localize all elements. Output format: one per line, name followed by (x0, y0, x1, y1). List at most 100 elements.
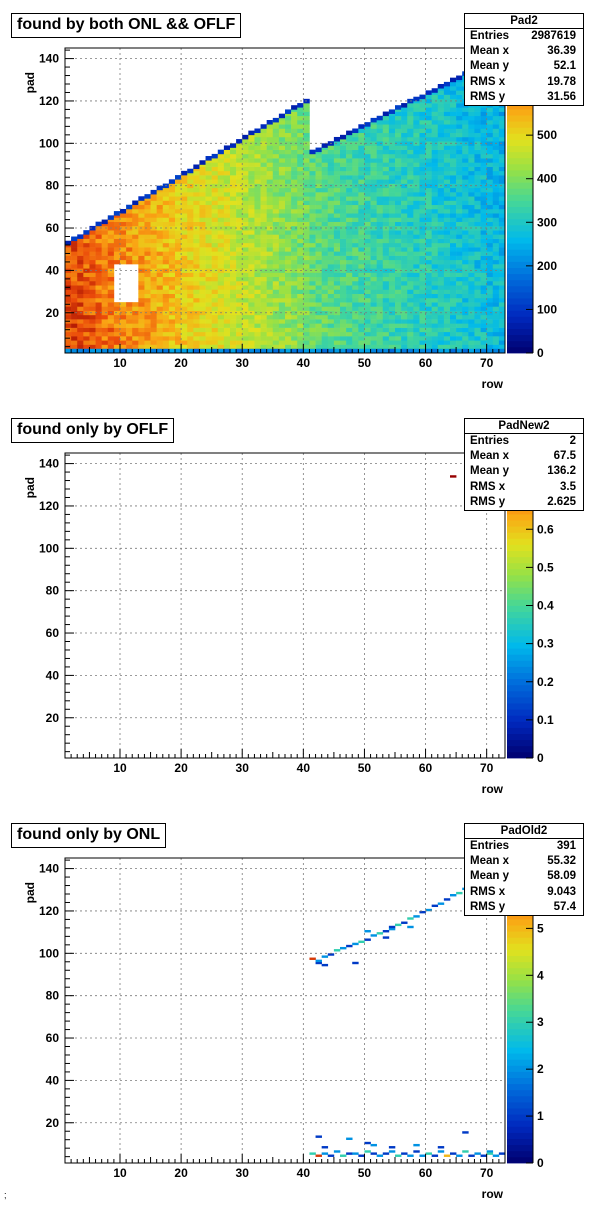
heatmap-cell (456, 94, 463, 100)
heatmap-cell (388, 297, 396, 303)
heatmap-cell (443, 162, 451, 167)
heatmap-cell (388, 327, 396, 333)
heatmap-cell (291, 124, 298, 129)
heatmap-cell (456, 179, 463, 184)
heatmap-cell (419, 141, 426, 146)
heatmap-cell (419, 107, 426, 112)
heatmap-cell (321, 306, 329, 311)
heatmap-cell (486, 306, 494, 311)
heatmap-cell (266, 132, 274, 138)
heatmap-cell (364, 251, 371, 256)
heatmap-cell (297, 221, 304, 227)
heatmap-cell (425, 145, 432, 150)
heatmap-cell (498, 340, 506, 345)
heatmap-cell (205, 340, 212, 345)
heatmap-cell (382, 120, 390, 125)
heatmap-cell (450, 149, 457, 155)
heatmap-cell (187, 327, 194, 333)
heatmap-cell (333, 268, 341, 273)
heatmap-cell (150, 344, 157, 350)
palette-segment (507, 593, 533, 600)
heatmap-cell (340, 213, 347, 218)
heatmap-cell (291, 348, 298, 354)
heatmap-cell (303, 103, 310, 108)
heatmap-cell (407, 314, 414, 320)
heatmap-cell (260, 251, 267, 256)
heatmap-cell (254, 331, 261, 337)
heatmap-cell (83, 327, 90, 333)
heatmap-cell (199, 213, 206, 218)
heatmap-cell (370, 319, 377, 324)
heatmap-cell (315, 242, 322, 248)
heatmap-cell (211, 276, 219, 282)
heatmap-cell (150, 234, 157, 239)
heatmap-cell (364, 340, 371, 345)
heatmap-cell (425, 1152, 432, 1155)
heatmap-cell (498, 1152, 506, 1155)
heatmap-cell (382, 145, 390, 150)
heatmap-cell (333, 272, 341, 278)
heatmap-cell (431, 124, 439, 129)
heatmap-cell (401, 323, 408, 328)
heatmap-cell (431, 280, 439, 286)
heatmap-cell (346, 276, 353, 282)
heatmap-cell (144, 221, 151, 227)
heatmap-cell (468, 221, 475, 227)
heatmap-cell (388, 927, 396, 931)
heatmap-cell (388, 230, 396, 235)
heatmap-cell (346, 319, 353, 324)
heatmap-cell (480, 234, 487, 239)
heatmap-cell (456, 183, 463, 189)
heatmap-cell (278, 141, 286, 146)
heatmap-cell (230, 230, 237, 235)
palette-segment (507, 316, 533, 323)
heatmap-cell (223, 204, 231, 210)
heatmap-cell (492, 238, 500, 244)
heatmap-cell (107, 306, 115, 311)
heatmap-cell (211, 170, 219, 176)
heatmap-cell (382, 264, 390, 269)
heatmap-cell (193, 255, 200, 261)
heatmap-cell (425, 128, 432, 134)
heatmap-cell (480, 323, 487, 328)
heatmap-cell (370, 117, 377, 123)
heatmap-cell (388, 217, 396, 222)
heatmap-cell (248, 179, 255, 184)
heatmap-cell (346, 136, 353, 142)
palette-segment (507, 678, 533, 686)
heatmap-cell (266, 136, 274, 142)
heatmap-cell (321, 319, 329, 324)
heatmap-cell (474, 187, 481, 193)
stats-row: RMS x 19.78 (465, 75, 583, 90)
heatmap-cell (388, 264, 396, 269)
heatmap-cell (199, 264, 206, 269)
heatmap-cell (291, 238, 298, 244)
stats-row: RMS y 31.56 (465, 90, 583, 105)
heatmap-cell (144, 251, 151, 256)
heatmap-cell (327, 331, 335, 337)
heatmap-cell (71, 272, 78, 278)
heatmap-cell (419, 234, 426, 239)
heatmap-cell (168, 336, 176, 341)
heatmap-cell (364, 268, 371, 273)
heatmap-cell (144, 289, 151, 294)
heatmap-cell (236, 158, 243, 163)
heatmap-cell (144, 208, 151, 214)
heatmap-cell (498, 149, 506, 155)
heatmap-cell (437, 314, 445, 320)
z-tick-label: 2 (537, 1062, 544, 1076)
heatmap-cell (65, 314, 72, 320)
heatmap-cell (468, 242, 475, 248)
heatmap-cell (388, 136, 396, 142)
heatmap-cell (443, 247, 451, 252)
heatmap-cell (395, 289, 402, 294)
heatmap-cell (113, 344, 121, 350)
heatmap-cell (395, 162, 402, 167)
heatmap-cell (236, 264, 243, 269)
heatmap-cell (248, 208, 255, 214)
heatmap-cell (315, 192, 322, 197)
heatmap-cell (211, 293, 219, 299)
heatmap-cell (199, 238, 206, 244)
heatmap-cell (260, 310, 267, 316)
heatmap-cell (450, 255, 457, 261)
